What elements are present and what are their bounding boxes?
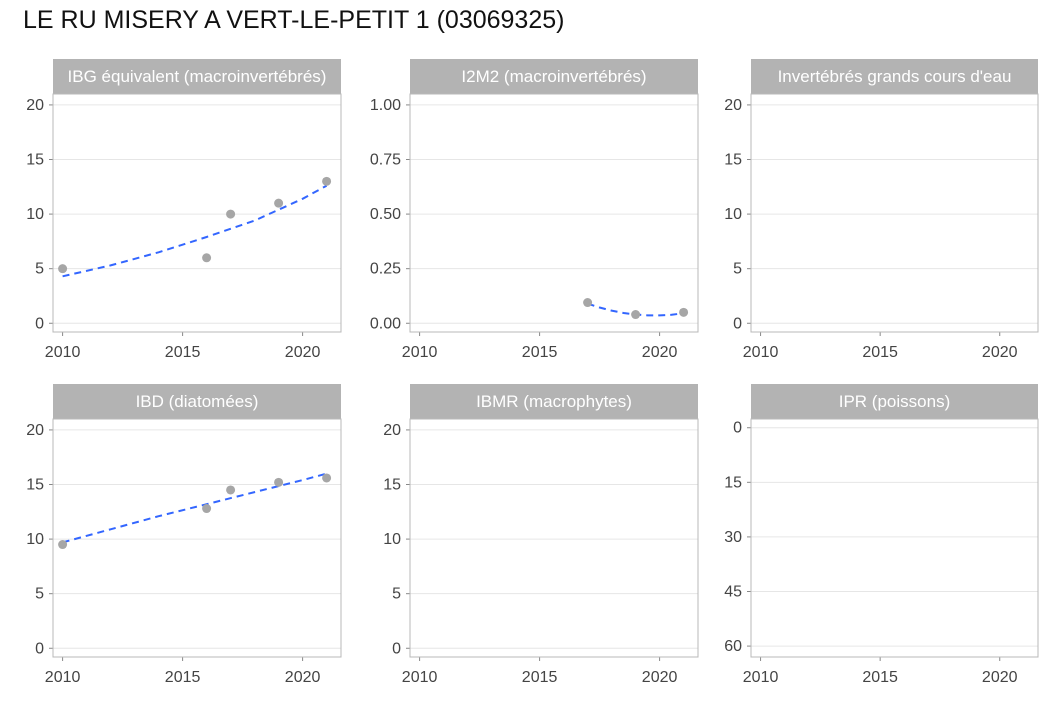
y-tick-label: 30 <box>724 529 742 546</box>
panel-title: I2M2 (macroinvertébrés) <box>410 59 698 94</box>
panel-border <box>409 93 699 333</box>
x-tick-label: 2010 <box>45 669 81 686</box>
y-tick-label: 1.00 <box>370 97 401 114</box>
y-tick-label: 0 <box>733 315 742 332</box>
y-tick-label: 0.00 <box>370 315 401 332</box>
y-tick-label: 5 <box>733 261 742 278</box>
y-tick-label: 0.25 <box>370 261 401 278</box>
y-tick-label: 10 <box>26 531 44 548</box>
x-tick-label: 2015 <box>862 344 898 361</box>
y-tick-label: 0 <box>35 315 44 332</box>
trend-line <box>62 184 328 278</box>
y-tick-label: 10 <box>724 206 742 223</box>
panel-title: IPR (poissons) <box>751 384 1038 419</box>
data-point <box>226 209 236 219</box>
data-point <box>226 485 236 495</box>
x-tick-label: 2010 <box>743 669 779 686</box>
data-point <box>274 198 284 208</box>
y-tick-label: 5 <box>35 261 44 278</box>
panel-border <box>409 418 699 658</box>
y-tick-label: 20 <box>26 422 44 439</box>
y-tick-label: 20 <box>383 422 401 439</box>
y-tick-label: 0 <box>392 640 401 657</box>
x-tick-label: 2015 <box>522 344 558 361</box>
y-tick-label: 10 <box>383 531 401 548</box>
data-point <box>202 253 212 263</box>
panel-border <box>750 418 1039 658</box>
y-tick-label: 0 <box>35 640 44 657</box>
y-tick-label: 45 <box>724 583 742 600</box>
y-tick-label: 15 <box>26 477 44 494</box>
data-point <box>631 310 641 320</box>
x-tick-label: 2020 <box>642 669 678 686</box>
x-tick-label: 2010 <box>402 344 438 361</box>
x-tick-label: 2020 <box>982 344 1018 361</box>
data-point <box>583 298 593 308</box>
y-tick-label: 5 <box>392 586 401 603</box>
y-tick-label: 10 <box>26 206 44 223</box>
y-tick-label: 5 <box>35 586 44 603</box>
y-tick-label: 15 <box>26 152 44 169</box>
data-point <box>202 504 212 514</box>
x-tick-label: 2010 <box>743 344 779 361</box>
panel-border <box>52 93 342 333</box>
x-tick-label: 2015 <box>862 669 898 686</box>
y-tick-label: 20 <box>724 97 742 114</box>
data-point <box>322 176 332 186</box>
data-point <box>679 307 689 317</box>
data-point <box>58 264 68 274</box>
data-point <box>322 473 332 483</box>
x-tick-label: 2020 <box>642 344 678 361</box>
x-tick-label: 2010 <box>402 669 438 686</box>
y-tick-label: 15 <box>724 474 742 491</box>
data-point <box>58 540 68 550</box>
x-tick-label: 2020 <box>285 669 321 686</box>
x-tick-label: 2020 <box>285 344 321 361</box>
y-tick-label: 20 <box>26 97 44 114</box>
y-tick-label: 15 <box>724 152 742 169</box>
panel-title: Invertébrés grands cours d'eau <box>751 59 1038 94</box>
x-tick-label: 2010 <box>45 344 81 361</box>
panel-title: IBMR (macrophytes) <box>410 384 698 419</box>
panel-border <box>750 93 1039 333</box>
y-tick-label: 15 <box>383 477 401 494</box>
y-tick-label: 0 <box>733 420 742 437</box>
y-tick-label: 0.50 <box>370 206 401 223</box>
page-title: LE RU MISERY A VERT-LE-PETIT 1 (03069325… <box>23 6 565 34</box>
x-tick-label: 2015 <box>165 344 201 361</box>
x-tick-label: 2020 <box>982 669 1018 686</box>
x-tick-label: 2015 <box>165 669 201 686</box>
y-tick-label: 0.75 <box>370 152 401 169</box>
x-tick-label: 2015 <box>522 669 558 686</box>
data-point <box>274 477 284 487</box>
y-tick-label: 60 <box>724 638 742 655</box>
panel-title: IBD (diatomées) <box>53 384 341 419</box>
panel-border <box>52 418 342 658</box>
panel-title: IBG équivalent (macroinvertébrés) <box>53 59 341 94</box>
